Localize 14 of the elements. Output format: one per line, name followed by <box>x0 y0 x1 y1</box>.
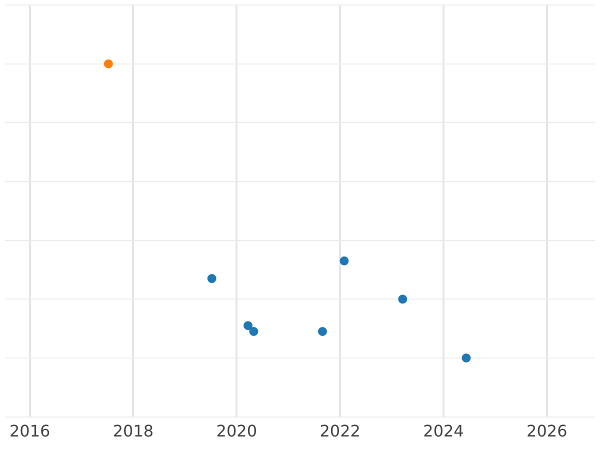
x-tick-label: 2026 <box>526 422 568 441</box>
point <box>104 59 113 68</box>
x-tick-label: 2022 <box>320 422 360 441</box>
point <box>207 274 216 284</box>
x-tick-label: 2016 <box>9 422 50 441</box>
point <box>462 353 471 362</box>
point <box>249 327 258 336</box>
x-tick-label: 2024 <box>423 422 464 441</box>
x-tick-label: 2018 <box>112 422 154 441</box>
point <box>340 256 349 266</box>
point <box>244 321 253 330</box>
x-tick-label: 2020 <box>216 422 258 441</box>
point <box>318 327 327 336</box>
point <box>398 294 408 304</box>
